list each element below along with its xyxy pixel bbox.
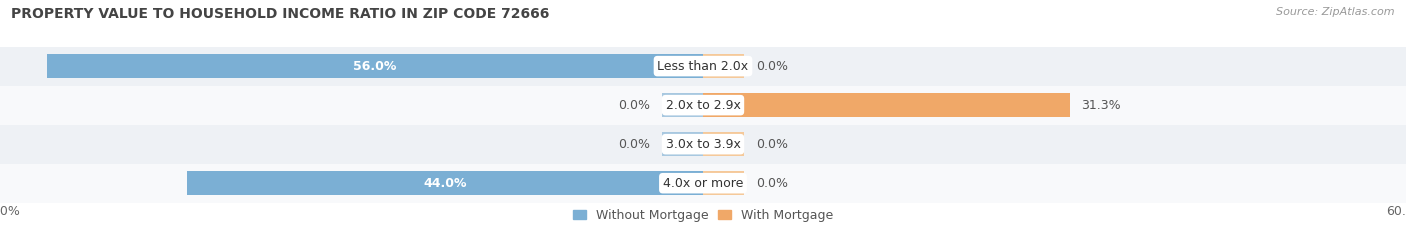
Text: 0.0%: 0.0% <box>756 138 787 151</box>
Text: 44.0%: 44.0% <box>423 177 467 190</box>
Bar <box>662 132 703 156</box>
Bar <box>0 86 1406 125</box>
Text: 4.0x or more: 4.0x or more <box>662 177 744 190</box>
Bar <box>46 54 703 78</box>
Text: 0.0%: 0.0% <box>756 177 787 190</box>
Text: 2.0x to 2.9x: 2.0x to 2.9x <box>665 99 741 112</box>
Bar <box>0 164 1406 203</box>
Text: PROPERTY VALUE TO HOUSEHOLD INCOME RATIO IN ZIP CODE 72666: PROPERTY VALUE TO HOUSEHOLD INCOME RATIO… <box>11 7 550 21</box>
Bar <box>0 47 1406 86</box>
Bar <box>703 132 744 156</box>
Bar <box>703 54 744 78</box>
Text: 0.0%: 0.0% <box>619 99 650 112</box>
Text: 56.0%: 56.0% <box>353 60 396 73</box>
Text: 3.0x to 3.9x: 3.0x to 3.9x <box>665 138 741 151</box>
Bar <box>0 125 1406 164</box>
Bar <box>703 93 1070 117</box>
Text: 0.0%: 0.0% <box>756 60 787 73</box>
Legend: Without Mortgage, With Mortgage: Without Mortgage, With Mortgage <box>568 204 838 227</box>
Bar <box>187 171 703 195</box>
Text: Less than 2.0x: Less than 2.0x <box>658 60 748 73</box>
Bar <box>703 171 744 195</box>
Text: 31.3%: 31.3% <box>1081 99 1121 112</box>
Text: 0.0%: 0.0% <box>619 138 650 151</box>
Bar <box>662 93 703 117</box>
Text: Source: ZipAtlas.com: Source: ZipAtlas.com <box>1277 7 1395 17</box>
